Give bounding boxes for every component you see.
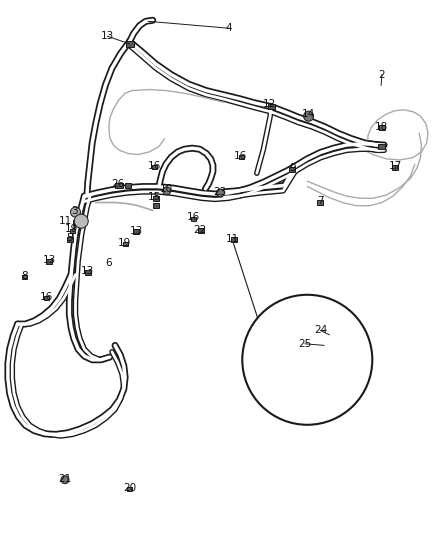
Text: 9: 9 bbox=[288, 164, 295, 173]
Bar bbox=[320, 341, 326, 346]
Circle shape bbox=[74, 214, 88, 228]
Bar bbox=[267, 104, 274, 109]
Bar bbox=[114, 183, 122, 188]
Text: 26: 26 bbox=[111, 180, 124, 189]
Text: 20: 20 bbox=[123, 483, 136, 493]
Bar bbox=[85, 270, 91, 275]
Text: 18: 18 bbox=[374, 122, 388, 132]
Bar bbox=[21, 275, 27, 279]
Text: 3: 3 bbox=[71, 206, 78, 215]
Bar bbox=[44, 296, 49, 300]
Text: 15: 15 bbox=[148, 192, 161, 202]
Bar bbox=[46, 259, 52, 264]
Bar bbox=[191, 216, 196, 221]
Circle shape bbox=[242, 295, 371, 425]
Circle shape bbox=[61, 475, 69, 484]
Bar bbox=[122, 242, 127, 246]
Text: 5: 5 bbox=[66, 233, 73, 243]
Text: 16: 16 bbox=[233, 151, 247, 160]
Circle shape bbox=[216, 189, 224, 197]
Text: 25: 25 bbox=[298, 339, 311, 349]
Bar bbox=[127, 487, 132, 491]
Text: 21: 21 bbox=[58, 474, 71, 483]
Text: 6: 6 bbox=[105, 259, 112, 268]
Circle shape bbox=[303, 111, 313, 121]
Bar bbox=[289, 167, 295, 172]
Text: 14: 14 bbox=[301, 109, 314, 119]
Bar bbox=[152, 165, 157, 169]
Text: 12: 12 bbox=[262, 100, 276, 109]
Text: 22: 22 bbox=[193, 225, 206, 235]
Text: 16: 16 bbox=[40, 292, 53, 302]
Circle shape bbox=[162, 187, 170, 195]
Bar bbox=[133, 229, 139, 235]
Bar bbox=[198, 228, 204, 233]
Text: 13: 13 bbox=[101, 31, 114, 41]
Bar bbox=[67, 237, 73, 243]
Bar bbox=[377, 144, 384, 149]
Text: 11: 11 bbox=[226, 234, 239, 244]
Bar bbox=[70, 229, 75, 233]
Text: 13: 13 bbox=[81, 266, 94, 276]
Text: 19: 19 bbox=[64, 224, 78, 234]
Text: 13: 13 bbox=[42, 255, 56, 265]
Text: 16: 16 bbox=[148, 161, 161, 171]
Text: 24: 24 bbox=[313, 326, 326, 335]
Text: 4: 4 bbox=[225, 23, 232, 33]
Text: 13: 13 bbox=[129, 226, 142, 236]
Text: 19: 19 bbox=[117, 238, 131, 248]
Bar bbox=[238, 155, 243, 159]
Bar bbox=[378, 125, 384, 131]
Text: 17: 17 bbox=[388, 161, 401, 171]
Text: 2: 2 bbox=[378, 70, 385, 79]
Bar bbox=[125, 41, 133, 47]
Text: 23: 23 bbox=[212, 187, 226, 197]
Text: 16: 16 bbox=[186, 213, 199, 222]
Bar bbox=[325, 332, 332, 337]
Bar bbox=[230, 237, 236, 243]
Text: 11: 11 bbox=[59, 216, 72, 226]
Bar bbox=[391, 165, 397, 171]
Bar bbox=[124, 183, 130, 188]
Circle shape bbox=[71, 207, 80, 217]
Text: 8: 8 bbox=[21, 271, 28, 281]
Bar bbox=[317, 200, 323, 205]
Text: 10: 10 bbox=[159, 184, 172, 194]
Bar bbox=[72, 220, 78, 225]
Bar bbox=[152, 203, 159, 208]
Text: 7: 7 bbox=[316, 197, 323, 206]
Bar bbox=[152, 196, 159, 201]
